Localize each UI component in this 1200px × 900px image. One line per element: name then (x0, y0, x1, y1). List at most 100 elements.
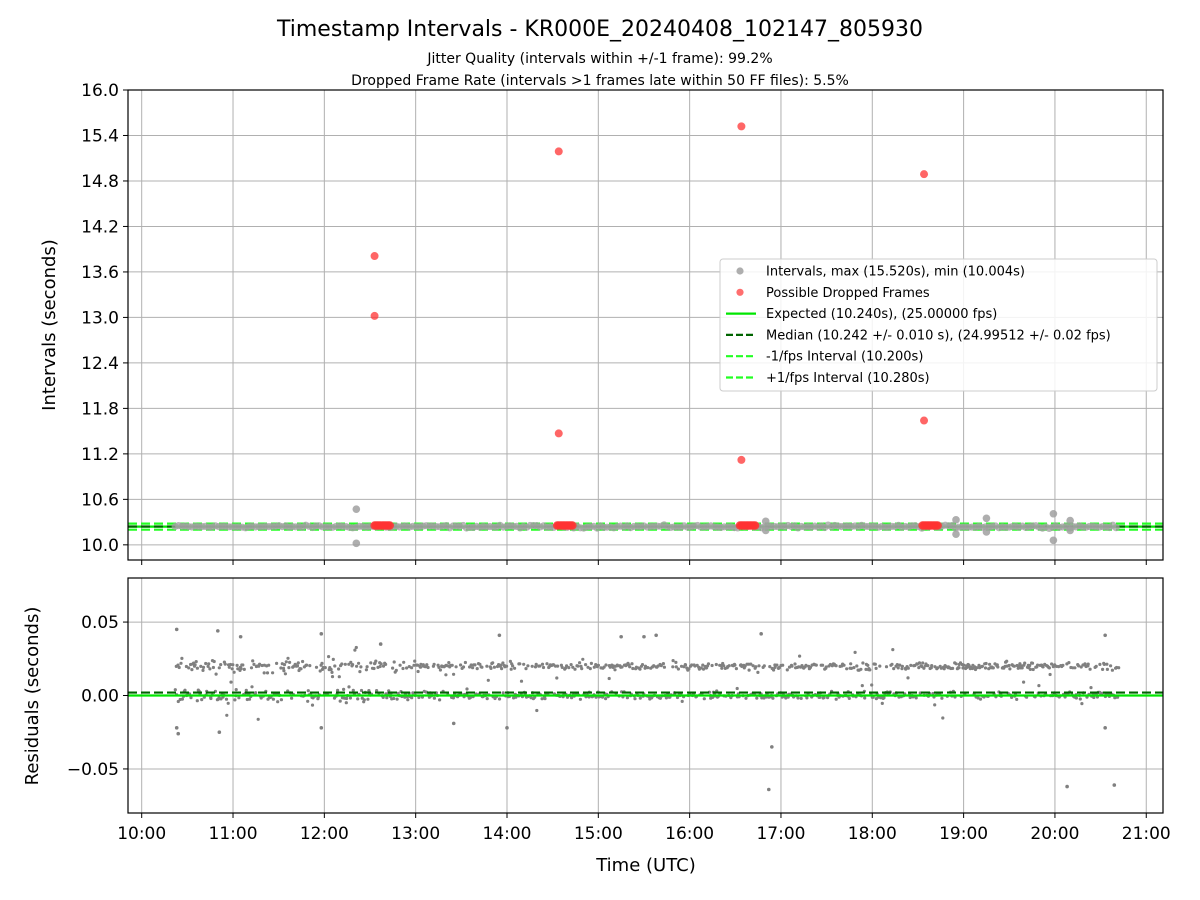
residual-point (921, 661, 925, 665)
residual-point (287, 666, 291, 670)
residual-point (570, 696, 574, 700)
residual-point (252, 662, 256, 667)
residual-point (356, 697, 360, 701)
residual-point (625, 696, 630, 700)
bottom-residual-points (173, 627, 1121, 792)
legend-marker (736, 288, 744, 296)
top-axes-frame (127, 89, 1164, 561)
residual-point (418, 665, 423, 669)
interval-outlier-point (952, 516, 960, 524)
residual-point (965, 665, 969, 670)
residual-point (866, 663, 870, 668)
residual-point (1015, 697, 1019, 702)
residual-point (749, 662, 753, 666)
legend-label: +1/fps Interval (10.280s) (766, 371, 930, 386)
residual-point (392, 696, 396, 701)
residual-point (845, 667, 849, 671)
residual-point (962, 663, 966, 667)
residual-point (190, 668, 194, 672)
residual-point (258, 662, 262, 666)
residual-point (790, 664, 794, 668)
chart-title: Timestamp Intervals - KR000E_20240408_10… (276, 17, 923, 42)
residual-point (333, 664, 337, 668)
residual-point (242, 667, 246, 672)
residual-point (366, 697, 370, 701)
residual-point (799, 696, 803, 701)
residual-outlier-point (174, 627, 179, 632)
residual-point (565, 664, 569, 668)
residual-point (337, 667, 341, 671)
residual-point (701, 667, 706, 671)
residual-point (722, 664, 726, 668)
residual-point (849, 662, 853, 666)
residual-point (201, 665, 206, 670)
residual-point (1117, 666, 1121, 670)
residual-point (184, 664, 188, 669)
residual-point (596, 663, 601, 667)
x-tick-label: 11:00 (209, 824, 258, 844)
residual-point (567, 666, 571, 670)
residual-point (337, 675, 341, 679)
residual-point (229, 680, 233, 684)
residual-point (771, 696, 775, 700)
residual-point (569, 663, 573, 667)
residual-point (631, 666, 635, 671)
residual-point (859, 667, 863, 671)
residual-outlier-point (319, 726, 324, 730)
residual-point (1098, 662, 1102, 667)
residual-point (343, 662, 347, 666)
residual-point (486, 678, 490, 682)
residual-point (518, 662, 522, 666)
residual-point (501, 661, 505, 665)
residual-point (671, 659, 675, 663)
residual-point (775, 663, 779, 667)
residual-point (395, 697, 399, 701)
residual-point (604, 697, 608, 701)
residual-point (991, 666, 995, 670)
residual-outlier-point (238, 634, 243, 639)
residual-point (906, 676, 910, 680)
interval-outlier-point (761, 526, 770, 535)
residual-point (347, 685, 351, 689)
residual-point (646, 666, 650, 670)
residual-point (195, 699, 199, 703)
residual-point (834, 697, 838, 701)
residual-point (711, 695, 715, 700)
residual-point (762, 664, 766, 668)
residual-outlier-point (770, 745, 774, 749)
residual-point (454, 665, 458, 669)
residual-point (1105, 667, 1109, 672)
residual-point (369, 661, 373, 665)
residual-point (926, 664, 930, 668)
residual-point (861, 661, 865, 665)
residual-point (762, 696, 766, 700)
dropped-frame-point (385, 521, 394, 530)
residual-point (878, 664, 882, 668)
residual-outlier-point (451, 721, 456, 726)
residual-point (469, 663, 473, 667)
residual-point (367, 689, 371, 693)
residual-point (855, 664, 859, 668)
residual-point (581, 657, 585, 661)
residual-point (211, 665, 215, 670)
residual-point (232, 670, 236, 674)
residual-point (239, 667, 243, 671)
residual-point (306, 699, 310, 703)
residual-point (179, 661, 183, 665)
residual-point (214, 672, 218, 676)
residual-point (852, 666, 856, 670)
residual-point (1041, 665, 1045, 669)
residual-outlier-point (217, 730, 222, 735)
residual-point (1036, 663, 1040, 667)
residual-point (299, 667, 303, 671)
residual-point (296, 661, 300, 665)
residual-point (983, 666, 988, 670)
residual-point (290, 696, 294, 700)
residual-point (330, 670, 334, 675)
residual-point (880, 701, 884, 706)
residual-point (936, 666, 940, 670)
residual-point (633, 697, 637, 701)
residual-outlier-point (759, 632, 763, 636)
interval-point (1112, 524, 1120, 532)
